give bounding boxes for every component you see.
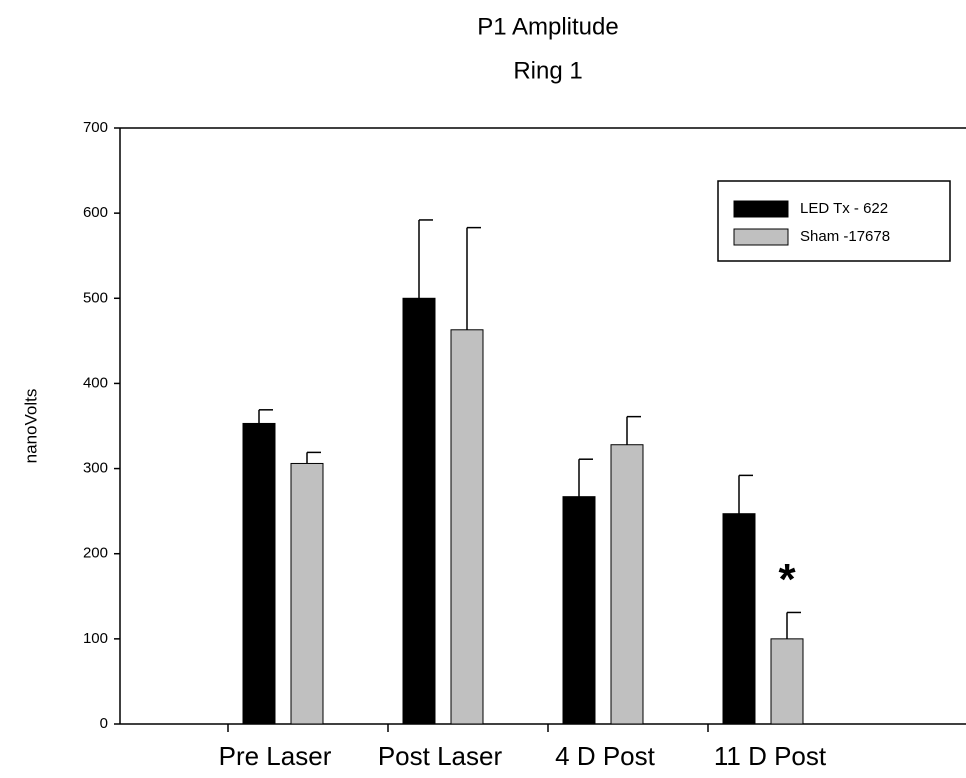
bar (290, 462, 324, 725)
annotation: * (778, 555, 796, 604)
y-tick-label: 0 (100, 715, 108, 732)
bar (402, 297, 436, 725)
y-tick-label: 100 (83, 630, 108, 647)
legend-box (717, 180, 951, 262)
bar (242, 422, 276, 725)
bar (722, 513, 756, 725)
bar (450, 329, 484, 725)
legend-label: Sham -17678 (800, 228, 890, 245)
y-axis-label: nanoVolts (21, 389, 40, 464)
x-tick-label: Pre Laser (219, 741, 332, 771)
y-tick-label: 400 (83, 374, 108, 391)
bar (770, 638, 804, 725)
bar (610, 444, 644, 725)
legend-swatch (733, 228, 789, 246)
y-tick-label: 600 (83, 204, 108, 221)
y-tick-label: 700 (83, 119, 108, 136)
legend-swatch (733, 200, 789, 218)
x-tick-label: 4 D Post (555, 741, 655, 771)
bar (562, 496, 596, 725)
y-tick-label: 300 (83, 460, 108, 477)
chart-subtitle: Ring 1 (513, 57, 582, 84)
y-tick-label: 500 (83, 289, 108, 306)
x-tick-label: 11 D Post (714, 741, 827, 771)
legend-label: LED Tx - 622 (800, 200, 888, 217)
x-tick-label: Post Laser (378, 741, 503, 771)
chart-title: P1 Amplitude (477, 13, 618, 40)
y-tick-label: 200 (83, 545, 108, 562)
